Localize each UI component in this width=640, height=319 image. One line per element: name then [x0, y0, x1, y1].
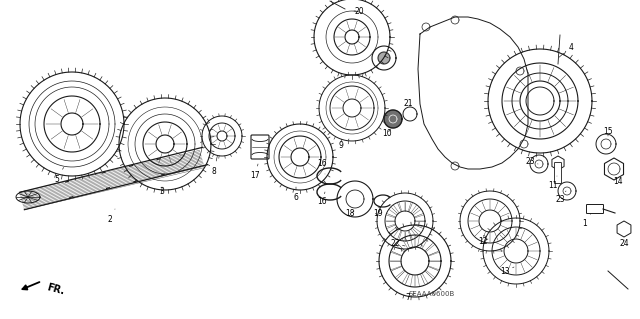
Polygon shape [384, 110, 402, 128]
Text: 5: 5 [54, 167, 63, 183]
Text: 3: 3 [159, 187, 164, 197]
Text: 6: 6 [294, 187, 298, 202]
Text: 7: 7 [406, 293, 415, 301]
Polygon shape [378, 52, 390, 64]
FancyBboxPatch shape [251, 135, 269, 159]
Text: 17: 17 [250, 164, 260, 181]
Text: 11: 11 [548, 176, 557, 190]
Text: 23: 23 [555, 191, 566, 204]
Text: 8: 8 [212, 156, 218, 175]
Text: 16: 16 [317, 160, 327, 174]
Text: 21: 21 [403, 100, 413, 108]
Text: 23: 23 [525, 157, 538, 166]
Text: SEAAA0600B: SEAAA0600B [409, 291, 455, 297]
Text: FR.: FR. [46, 282, 66, 296]
Text: 18: 18 [345, 210, 355, 219]
FancyBboxPatch shape [554, 162, 561, 183]
Text: 1: 1 [582, 213, 591, 228]
Text: 22: 22 [390, 239, 405, 248]
Text: 14: 14 [613, 176, 623, 186]
Text: 2: 2 [108, 209, 115, 224]
Text: 20: 20 [354, 6, 364, 16]
Text: 15: 15 [603, 127, 613, 136]
Text: 19: 19 [373, 209, 383, 219]
Text: 10: 10 [382, 129, 392, 138]
Text: 12: 12 [478, 236, 488, 246]
FancyBboxPatch shape [586, 204, 604, 213]
Text: 16: 16 [317, 192, 327, 205]
Text: 9: 9 [339, 139, 349, 151]
Text: 24: 24 [619, 240, 629, 249]
Text: 13: 13 [500, 267, 514, 277]
Text: 4: 4 [559, 42, 573, 57]
